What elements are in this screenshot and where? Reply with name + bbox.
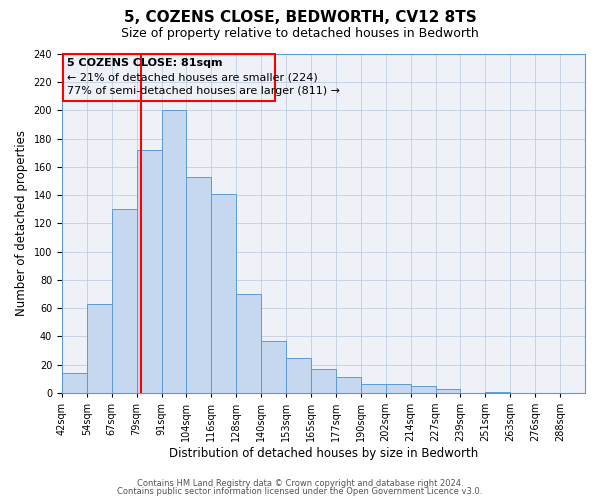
Bar — [361, 384, 386, 393]
Y-axis label: Number of detached properties: Number of detached properties — [15, 130, 28, 316]
Bar — [436, 388, 460, 393]
Bar — [261, 340, 286, 393]
Bar — [187, 177, 211, 393]
Bar — [112, 210, 137, 393]
Text: Contains public sector information licensed under the Open Government Licence v3: Contains public sector information licen… — [118, 487, 482, 496]
Bar — [236, 294, 261, 393]
Bar — [161, 110, 187, 393]
Bar — [410, 386, 436, 393]
Bar — [211, 194, 236, 393]
Bar — [87, 304, 112, 393]
Text: Contains HM Land Registry data © Crown copyright and database right 2024.: Contains HM Land Registry data © Crown c… — [137, 478, 463, 488]
Bar — [286, 358, 311, 393]
Bar — [137, 150, 161, 393]
Text: ← 21% of detached houses are smaller (224): ← 21% of detached houses are smaller (22… — [67, 72, 317, 83]
Text: 77% of semi-detached houses are larger (811) →: 77% of semi-detached houses are larger (… — [67, 86, 340, 97]
X-axis label: Distribution of detached houses by size in Bedworth: Distribution of detached houses by size … — [169, 447, 478, 460]
Bar — [485, 392, 510, 393]
Bar — [62, 373, 87, 393]
Bar — [311, 369, 336, 393]
Text: 5 COZENS CLOSE: 81sqm: 5 COZENS CLOSE: 81sqm — [67, 58, 223, 68]
Text: 5, COZENS CLOSE, BEDWORTH, CV12 8TS: 5, COZENS CLOSE, BEDWORTH, CV12 8TS — [124, 10, 476, 25]
Bar — [386, 384, 410, 393]
Bar — [336, 378, 361, 393]
Text: Size of property relative to detached houses in Bedworth: Size of property relative to detached ho… — [121, 28, 479, 40]
